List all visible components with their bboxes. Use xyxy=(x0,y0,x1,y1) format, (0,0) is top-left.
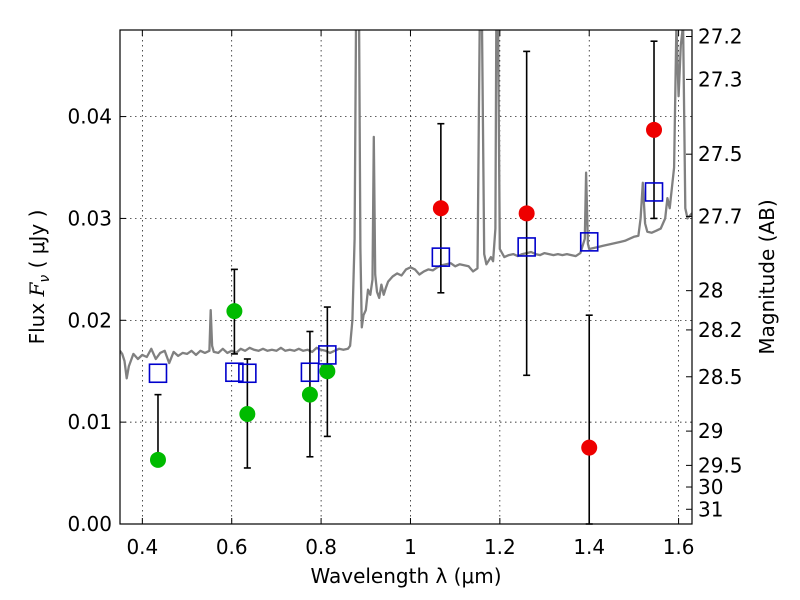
x-tick-label: 1.6 xyxy=(663,535,695,559)
x-tick-label: 0.6 xyxy=(216,535,248,559)
x-tick-label: 0.4 xyxy=(126,535,158,559)
y2-tick-label: 27.7 xyxy=(698,204,743,228)
data-point xyxy=(518,205,535,222)
model-band-square xyxy=(431,247,451,267)
data-point xyxy=(226,303,243,320)
x-tick-label: 1.4 xyxy=(573,535,605,559)
model-band-square xyxy=(238,363,257,384)
data-point xyxy=(301,386,318,403)
data-point xyxy=(319,363,336,380)
model-band-square xyxy=(148,363,168,384)
y2-tick-label: 28.5 xyxy=(698,365,743,389)
y-tick-label: 0.00 xyxy=(67,512,112,536)
y2-tick-label: 31 xyxy=(698,497,723,521)
x-tick-label: 0.8 xyxy=(305,535,337,559)
data-point xyxy=(149,451,166,468)
y2-tick-label: 27.2 xyxy=(698,24,743,48)
y2-tick-label: 28.2 xyxy=(698,318,743,342)
data-point xyxy=(239,405,256,422)
model-band-square xyxy=(318,345,337,365)
y2-tick-label: 27.5 xyxy=(698,142,743,166)
x-tick-label: 1 xyxy=(404,535,417,559)
y2-tick-label: 28 xyxy=(698,279,723,303)
data-point xyxy=(581,439,598,456)
grid xyxy=(120,30,692,524)
y-tick-label: 0.04 xyxy=(67,105,112,129)
model-band-square xyxy=(579,232,599,252)
data-point xyxy=(432,200,449,217)
model-spectrum-line xyxy=(120,30,692,380)
tick-label-layer: 0.4 0.6 0.8 1 1.2 1.4 1.6 0.00 0.01 0.02 0.03 0.04 2… xyxy=(67,24,742,559)
y-axis-label-unit: ( μJy ) xyxy=(25,210,49,275)
model-band-square xyxy=(300,362,320,383)
y-axis-label-sub: ν xyxy=(37,275,53,283)
y-axis-label-prefix: Flux xyxy=(25,296,49,344)
data-point xyxy=(646,121,663,138)
model-band-square xyxy=(517,237,536,257)
plot-frame xyxy=(119,29,693,525)
model-band-square xyxy=(644,182,664,202)
marker-layer xyxy=(148,121,664,468)
y2-tick-label: 27.3 xyxy=(698,67,743,91)
y2-tick-label: 30 xyxy=(698,475,723,499)
x-axis-label: Wavelength λ (μm) xyxy=(310,564,501,588)
y2-tick-label: 29.5 xyxy=(698,453,743,477)
x-tick-label: 1.2 xyxy=(484,535,516,559)
model-spectrum-layer xyxy=(120,30,692,380)
model-band-square xyxy=(225,362,244,383)
y-axis-label: Flux Fν ( μJy ) xyxy=(25,210,53,345)
errorbar-layer xyxy=(154,40,658,525)
y-tick-label: 0.02 xyxy=(67,308,112,332)
y-tick-label: 0.03 xyxy=(67,206,112,230)
y-tick-label: 0.01 xyxy=(67,410,112,434)
tick-layer xyxy=(120,30,692,525)
y-axis-label-var: F xyxy=(25,281,49,297)
y2-axis-label: Magnitude (AB) xyxy=(755,199,779,354)
y2-tick-label: 29 xyxy=(698,419,723,443)
